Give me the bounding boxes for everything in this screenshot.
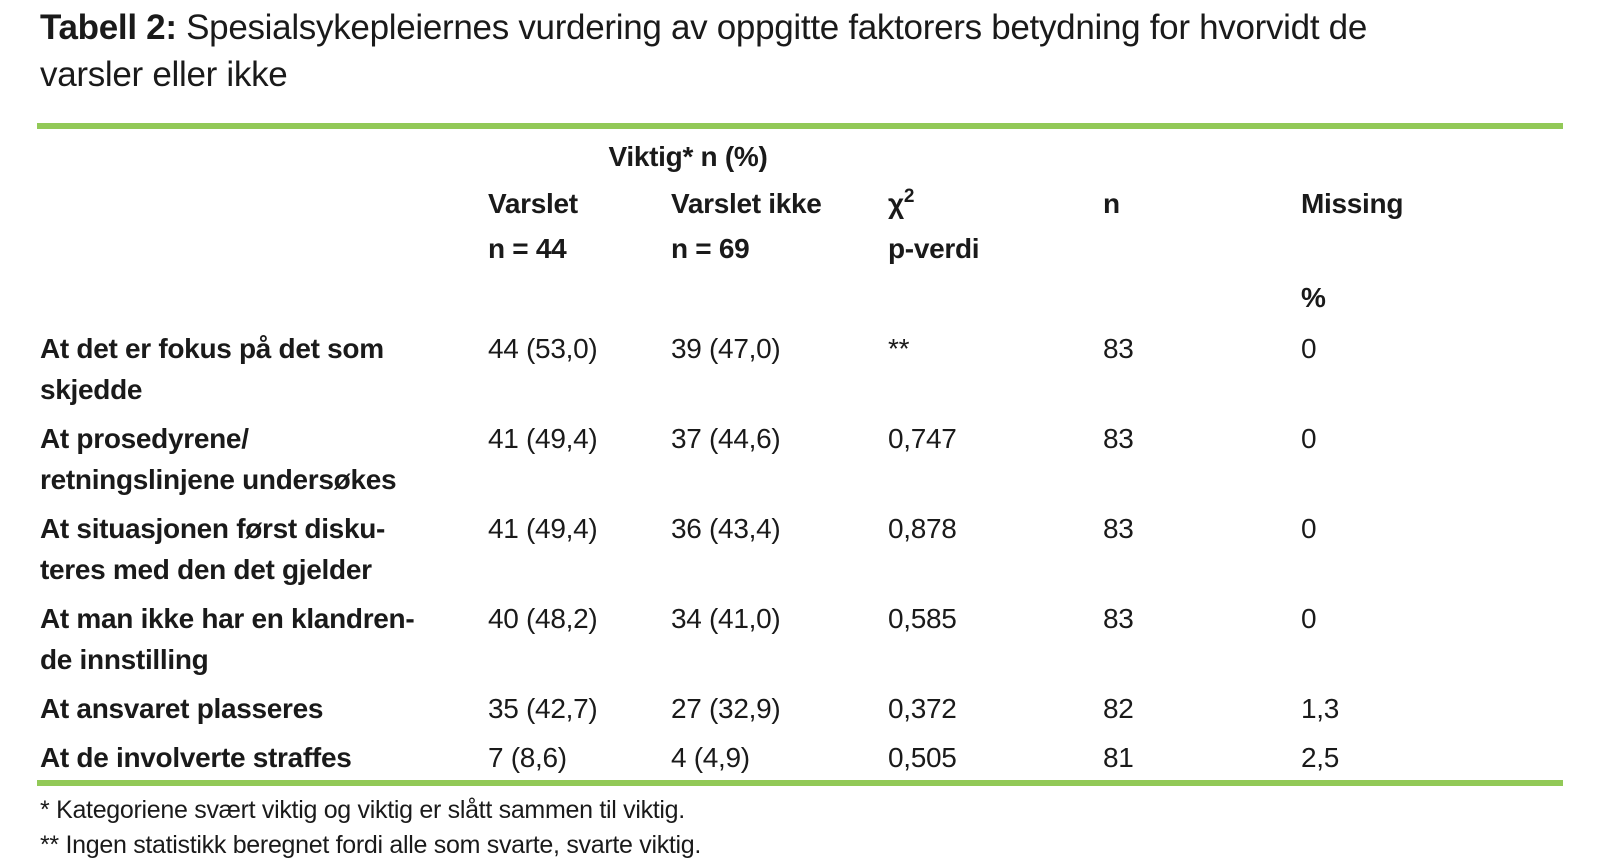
- row-label-line2: teres med den det gjelder: [40, 554, 372, 585]
- row-label-line1: At det er fokus på det som: [40, 333, 384, 364]
- cell-varslet: 7 (8,6): [488, 742, 567, 773]
- column-header-varslet: Varslet: [488, 188, 578, 219]
- row-label: At situasjonen først disku-teres med den…: [40, 508, 488, 598]
- column-header-empty: [40, 178, 488, 228]
- cell-missing: 0: [1301, 333, 1317, 364]
- footnote-double-asterisk: ** Ingen statistikk beregnet fordi alle …: [40, 831, 702, 859]
- column-subheader-percent: %: [1301, 282, 1326, 313]
- cell-missing: 0: [1301, 423, 1317, 454]
- column-header-chi-squared: χ2: [888, 178, 1103, 228]
- row-label: At man ikke har en klandren-de innstilli…: [40, 598, 488, 688]
- row-label: At prosedyrene/retningslinjene undersøke…: [40, 418, 488, 508]
- cell-varslet: 44 (53,0): [488, 333, 598, 364]
- cell-varslet: 40 (48,2): [488, 603, 598, 634]
- cell-varslet-ikke: 27 (32,9): [671, 693, 781, 724]
- cell-varslet-ikke: 34 (41,0): [671, 603, 781, 634]
- footnote-asterisk: * Kategoriene svært viktig og viktig er …: [40, 796, 685, 824]
- row-label-line1: At man ikke har en klandren-: [40, 603, 415, 634]
- cell-missing: 0: [1301, 513, 1317, 544]
- cell-p-verdi: 0,747: [888, 423, 957, 454]
- cell-p-verdi: 0,878: [888, 513, 957, 544]
- cell-n: 81: [1103, 742, 1134, 773]
- row-label: At de involverte straffes: [40, 737, 488, 778]
- cell-n: 83: [1103, 333, 1134, 364]
- cell-varslet: 41 (49,4): [488, 513, 598, 544]
- cell-p-verdi: 0,372: [888, 693, 957, 724]
- span-header-viktig: Viktig* n (%): [608, 141, 768, 172]
- table-bottom-rule: [37, 780, 1563, 786]
- row-label-line1: At situasjonen først disku-: [40, 513, 386, 544]
- column-subheader-n69: n = 69: [671, 233, 750, 264]
- row-label-line2: de innstilling: [40, 644, 209, 675]
- cell-varslet-ikke: 4 (4,9): [671, 742, 750, 773]
- chi-symbol: χ: [888, 188, 904, 219]
- row-label: At det er fokus på det som skjedde: [40, 328, 488, 418]
- row-label-line1: At ansvaret plasseres: [40, 693, 324, 724]
- table-title-text: Spesialsykepleiernes vurdering av oppgit…: [176, 8, 1367, 47]
- cell-missing: 0: [1301, 603, 1317, 634]
- table-top-rule: [37, 123, 1563, 129]
- row-label-line1: At de involverte straffes: [40, 742, 352, 773]
- cell-n: 83: [1103, 423, 1134, 454]
- cell-p-verdi: 0,585: [888, 603, 957, 634]
- column-subheader-p-verdi: p-verdi: [888, 233, 980, 264]
- cell-varslet-ikke: 39 (47,0): [671, 333, 781, 364]
- column-header-n: n: [1103, 188, 1120, 219]
- cell-n: 83: [1103, 603, 1134, 634]
- cell-n: 82: [1103, 693, 1134, 724]
- column-header-missing: Missing: [1301, 188, 1404, 219]
- cell-n: 83: [1103, 513, 1134, 544]
- table-footnotes: * Kategoriene svært viktig og viktig er …: [37, 793, 1563, 863]
- data-table: Viktig* n (%) Varslet Varslet ikke χ2 n …: [37, 129, 1563, 778]
- table-title-line2: varsler eller ikke: [40, 55, 288, 94]
- cell-missing: 1,3: [1301, 693, 1340, 724]
- table-title: Tabell 2: Spesialsykepleiernes vurdering…: [37, 4, 1563, 98]
- cell-missing: 2,5: [1301, 742, 1340, 773]
- row-label-line1: At prosedyrene/: [40, 423, 249, 454]
- row-label-line2: skjedde: [40, 374, 143, 405]
- column-subheader-n44: n = 44: [488, 233, 567, 264]
- row-label: At ansvaret plasseres: [40, 688, 488, 737]
- cell-varslet-ikke: 37 (44,6): [671, 423, 781, 454]
- cell-p-verdi: **: [888, 333, 910, 364]
- table-title-line1: Tabell 2: Spesialsykepleiernes vurdering…: [40, 4, 1563, 51]
- cell-varslet-ikke: 36 (43,4): [671, 513, 781, 544]
- chi-exponent: 2: [903, 186, 915, 207]
- cell-varslet: 35 (42,7): [488, 693, 598, 724]
- column-header-varslet-ikke: Varslet ikke: [671, 188, 822, 219]
- table-title-label: Tabell 2:: [40, 8, 177, 47]
- row-label-line2: retningslinjene undersøkes: [40, 464, 397, 495]
- cell-p-verdi: 0,505: [888, 742, 957, 773]
- cell-varslet: 41 (49,4): [488, 423, 598, 454]
